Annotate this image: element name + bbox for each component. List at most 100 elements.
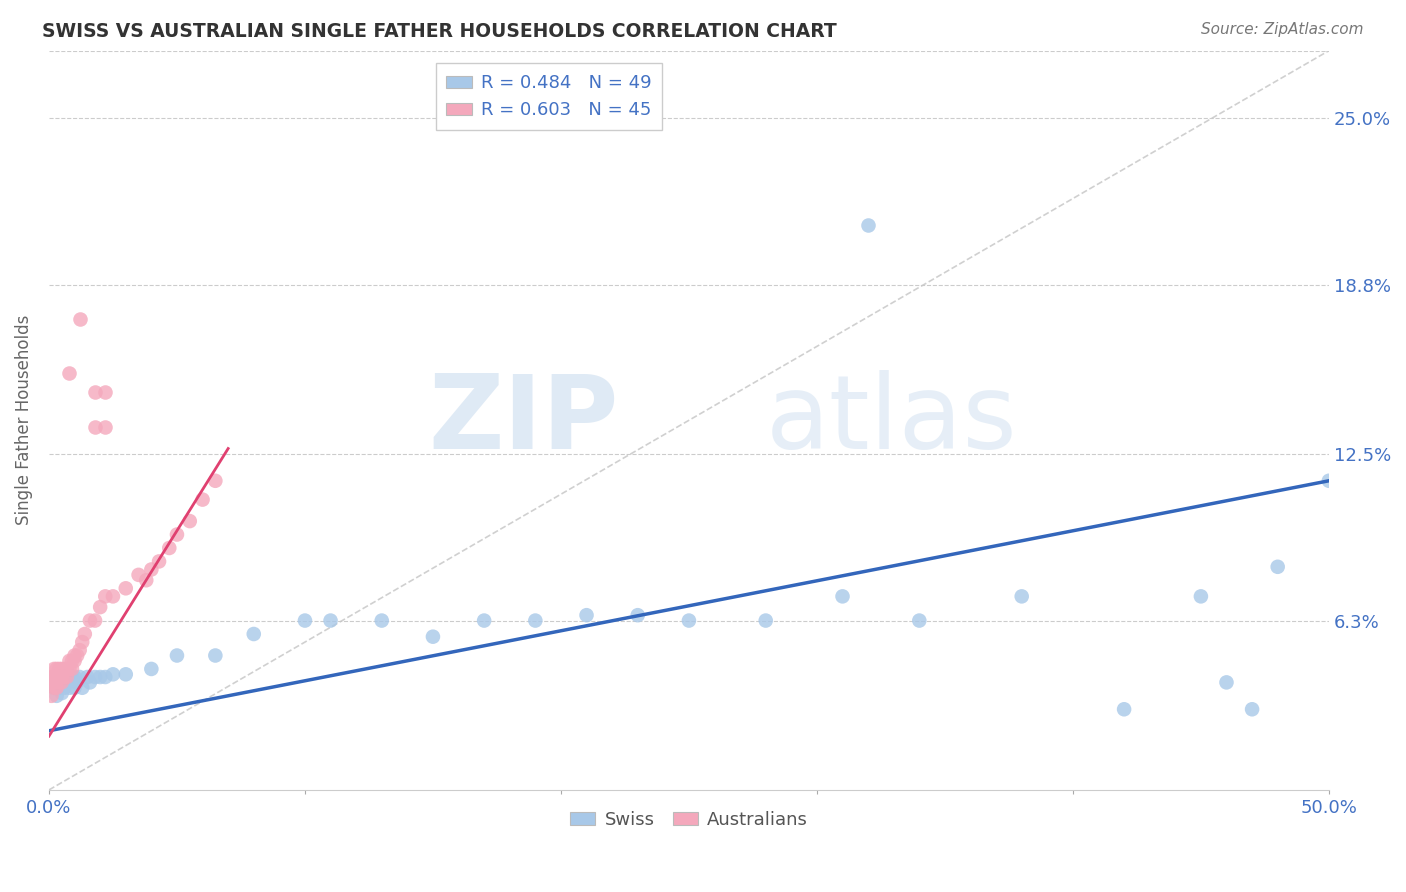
- Point: [141, 562, 163, 576]
- Point: [69, 312, 91, 326]
- Point: [114, 582, 136, 596]
- Point: [66, 675, 89, 690]
- Point: [48, 681, 70, 695]
- Text: Source: ZipAtlas.com: Source: ZipAtlas.com: [1201, 22, 1364, 37]
- Point: [84, 670, 107, 684]
- Point: [48, 675, 70, 690]
- Point: [678, 614, 700, 628]
- Point: [51, 670, 73, 684]
- Point: [1215, 675, 1237, 690]
- Point: [58, 366, 80, 380]
- Point: [69, 670, 91, 684]
- Point: [1241, 702, 1264, 716]
- Point: [51, 675, 73, 690]
- Point: [101, 667, 124, 681]
- Point: [60, 670, 83, 684]
- Point: [94, 385, 117, 400]
- Point: [319, 614, 342, 628]
- Point: [60, 662, 83, 676]
- Point: [755, 614, 778, 628]
- Point: [41, 675, 63, 690]
- Point: [371, 614, 394, 628]
- Point: [42, 662, 65, 676]
- Point: [70, 681, 93, 695]
- Point: [53, 662, 76, 676]
- Point: [191, 492, 214, 507]
- Point: [472, 614, 495, 628]
- Point: [63, 670, 86, 684]
- Point: [53, 670, 76, 684]
- Point: [63, 654, 86, 668]
- Point: [45, 689, 67, 703]
- Point: [84, 420, 107, 434]
- Y-axis label: Single Father Households: Single Father Households: [15, 315, 32, 525]
- Point: [58, 662, 80, 676]
- Point: [60, 654, 83, 668]
- Point: [66, 648, 89, 663]
- Point: [69, 643, 91, 657]
- Point: [94, 590, 117, 604]
- Point: [627, 608, 650, 623]
- Point: [79, 675, 101, 690]
- Point: [575, 608, 598, 623]
- Point: [58, 654, 80, 668]
- Point: [242, 627, 264, 641]
- Point: [908, 614, 931, 628]
- Text: SWISS VS AUSTRALIAN SINGLE FATHER HOUSEHOLDS CORRELATION CHART: SWISS VS AUSTRALIAN SINGLE FATHER HOUSEH…: [42, 22, 837, 41]
- Point: [42, 681, 65, 695]
- Point: [41, 670, 63, 684]
- Point: [148, 554, 170, 568]
- Point: [157, 541, 180, 555]
- Point: [101, 590, 124, 604]
- Point: [41, 689, 63, 703]
- Point: [79, 614, 101, 628]
- Point: [114, 667, 136, 681]
- Point: [48, 670, 70, 684]
- Point: [53, 670, 76, 684]
- Point: [42, 670, 65, 684]
- Point: [51, 686, 73, 700]
- Point: [1317, 474, 1340, 488]
- Point: [48, 662, 70, 676]
- Point: [166, 648, 188, 663]
- Point: [89, 600, 111, 615]
- Point: [179, 514, 201, 528]
- Point: [41, 675, 63, 690]
- Point: [94, 670, 117, 684]
- Point: [94, 420, 117, 434]
- Point: [128, 567, 150, 582]
- Point: [45, 662, 67, 676]
- Text: ZIP: ZIP: [429, 370, 619, 471]
- Point: [63, 648, 86, 663]
- Point: [524, 614, 547, 628]
- Point: [1114, 702, 1136, 716]
- Point: [89, 670, 111, 684]
- Point: [56, 662, 79, 676]
- Point: [45, 681, 67, 695]
- Point: [45, 670, 67, 684]
- Point: [58, 681, 80, 695]
- Point: [73, 627, 96, 641]
- Point: [51, 662, 73, 676]
- Legend: Swiss, Australians: Swiss, Australians: [562, 804, 815, 837]
- Point: [56, 675, 79, 690]
- Point: [204, 648, 226, 663]
- Point: [63, 681, 86, 695]
- Point: [42, 681, 65, 695]
- Point: [76, 670, 98, 684]
- Point: [1189, 590, 1212, 604]
- Point: [166, 527, 188, 541]
- Point: [70, 635, 93, 649]
- Point: [1011, 590, 1033, 604]
- Point: [56, 670, 79, 684]
- Point: [84, 385, 107, 400]
- Point: [135, 573, 157, 587]
- Point: [1267, 559, 1289, 574]
- Point: [51, 675, 73, 690]
- Point: [422, 630, 444, 644]
- Point: [42, 675, 65, 690]
- Point: [53, 681, 76, 695]
- Point: [204, 474, 226, 488]
- Point: [831, 590, 853, 604]
- Point: [45, 675, 67, 690]
